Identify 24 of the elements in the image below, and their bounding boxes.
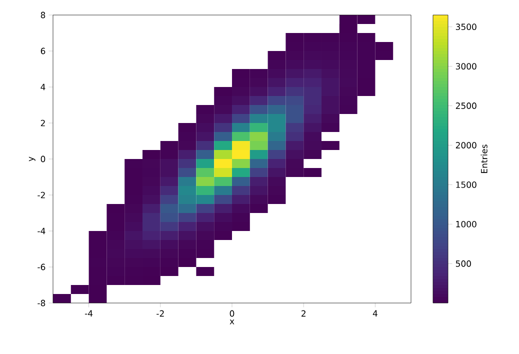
color-bar-label: 3000 (456, 63, 476, 70)
color-bar-label: 1500 (456, 181, 476, 188)
y-tick-label: -2 (38, 192, 45, 198)
y-tick-label: 4 (40, 84, 46, 90)
color-bar-label: 2500 (456, 102, 476, 109)
y-axis-title: y (28, 156, 36, 162)
y-tick-label: -4 (38, 228, 46, 234)
x-axis-title: x (230, 320, 234, 324)
color-bar-label: 2000 (456, 142, 476, 148)
x-tick-label: -2 (156, 310, 164, 317)
x-tick-label: 2 (302, 310, 306, 317)
y-tick-label: 8 (40, 12, 46, 18)
y-tick-label: -8 (38, 300, 46, 306)
y-tick-label: 6 (40, 48, 46, 54)
color-bar-title: Entries (480, 144, 488, 173)
x-tick-label: 0 (230, 310, 234, 317)
x-tick-label: -4 (84, 310, 93, 316)
color-bar-label: 1000 (456, 220, 476, 228)
y-tick-label: -6 (38, 264, 46, 270)
color-bar-label: 3500 (456, 24, 476, 30)
x-tick-label: 4 (372, 310, 378, 316)
y-tick-label: 0 (40, 156, 46, 162)
color-bar-label: 500 (456, 260, 471, 267)
y-tick-label: 2 (40, 120, 45, 126)
